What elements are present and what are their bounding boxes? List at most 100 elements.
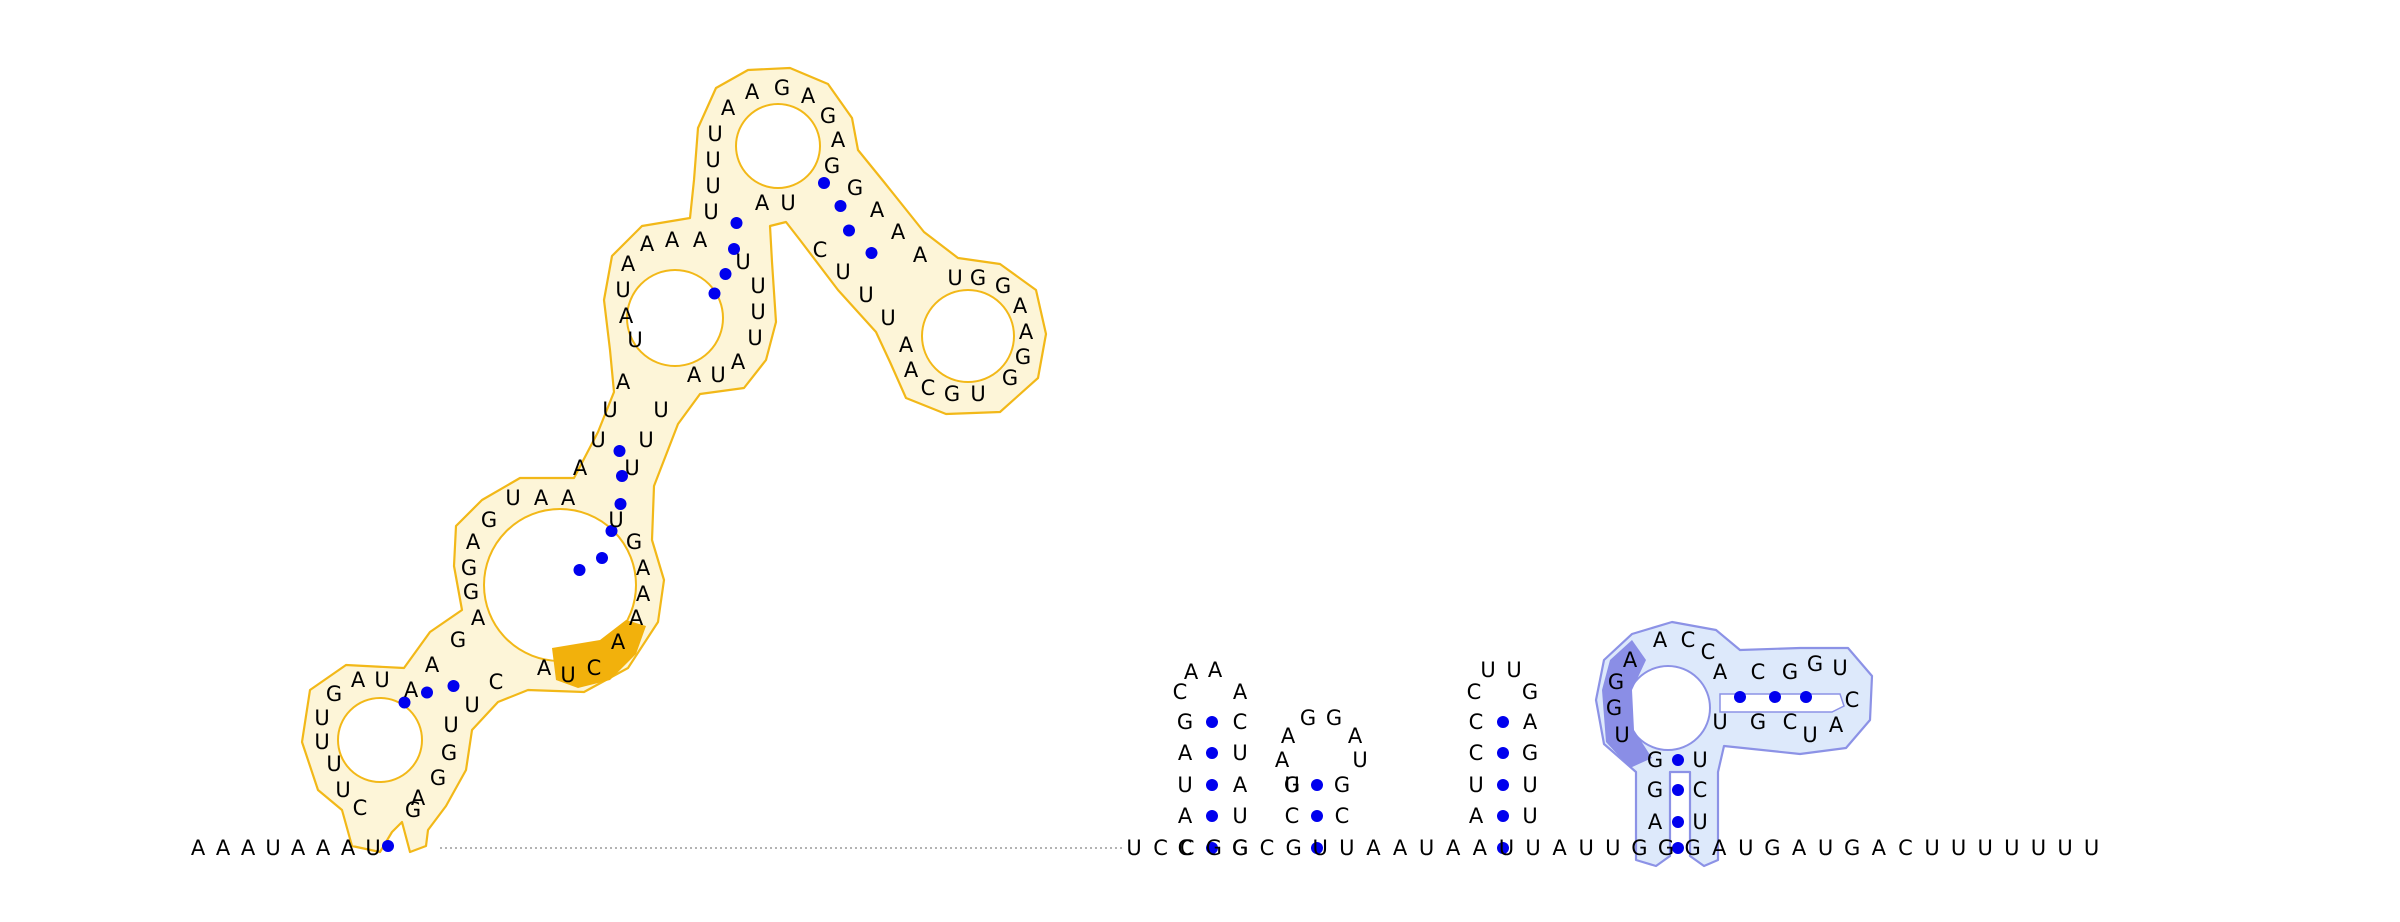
nucleotide: A <box>619 304 634 328</box>
nucleotide: A <box>425 653 440 677</box>
base-pair <box>818 177 830 189</box>
nucleotide: U <box>1712 710 1727 734</box>
nucleotide: A <box>537 656 552 680</box>
nucleotide: U <box>705 148 720 172</box>
nucleotide: A <box>1208 658 1223 682</box>
nucleotide: G <box>1750 710 1766 734</box>
nucleotide: G <box>1606 696 1622 720</box>
nucleotide: U <box>443 713 458 737</box>
nucleotide: C <box>1233 710 1248 734</box>
base-pair <box>834 200 847 212</box>
nucleotide: U <box>590 428 605 452</box>
nucleotide: A <box>216 836 231 860</box>
nucleotide: A <box>904 358 919 382</box>
nucleotide: U <box>335 778 350 802</box>
nucleotide: A <box>640 232 655 256</box>
nucleotide: U <box>1480 658 1495 682</box>
nucleotide: U <box>750 274 765 298</box>
nucleotide: G <box>1608 670 1624 694</box>
nucleotide: U <box>1525 836 1540 860</box>
nucleotide: A <box>1446 836 1461 860</box>
loop-hole-5 <box>921 289 1015 383</box>
base-pair <box>1497 779 1509 791</box>
nucleotide: G <box>1647 748 1663 772</box>
base-pair <box>421 686 433 699</box>
nucleotide: C <box>1469 710 1484 734</box>
base-pair <box>614 498 627 510</box>
nucleotide: A <box>913 243 928 267</box>
nucleotide: A <box>1348 724 1363 748</box>
base-pair <box>1206 779 1218 791</box>
blue-inner-hole <box>1719 693 1845 713</box>
nucleotide: G <box>1684 836 1700 860</box>
base-pair <box>573 564 586 576</box>
nucleotide: U <box>1232 741 1247 765</box>
nucleotide: C <box>1898 836 1913 860</box>
nucleotide: U <box>1284 773 1299 797</box>
nucleotide: C <box>1467 680 1482 704</box>
nucleotide: U <box>627 328 642 352</box>
base-pair <box>605 525 618 537</box>
nucleotide: A <box>316 836 331 860</box>
nucleotide: A <box>471 606 486 630</box>
base-pair <box>398 696 411 709</box>
nucleotide: A <box>1393 836 1408 860</box>
nucleotide: G <box>1015 345 1031 369</box>
nucleotide: C <box>1701 640 1716 664</box>
nucleotide: A <box>1281 724 1296 748</box>
nucleotide: A <box>721 96 736 120</box>
nucleotide: A <box>831 128 846 152</box>
base-pair <box>1206 716 1218 728</box>
nucleotide: G <box>1647 778 1663 802</box>
nucleotide: A <box>616 370 631 394</box>
nucleotide: U <box>1802 723 1817 747</box>
base-pairs-small <box>1206 691 1812 854</box>
nucleotide: G <box>1658 836 1674 860</box>
nucleotide: U <box>1232 804 1247 828</box>
nucleotide: A <box>1872 836 1887 860</box>
base-pair <box>1311 779 1323 791</box>
nucleotide: A <box>801 84 816 108</box>
nucleotide: G <box>1764 836 1780 860</box>
nucleotide: C <box>1751 660 1766 684</box>
nucleotide: C <box>489 670 504 694</box>
nucleotide: U <box>747 326 762 350</box>
loop-hole-1 <box>337 697 423 783</box>
nucleotide: U <box>947 266 962 290</box>
nucleotide: U <box>365 836 380 860</box>
nucleotide: C <box>1845 688 1860 712</box>
nucleotide: U <box>1522 773 1537 797</box>
nucleotide: G <box>326 682 342 706</box>
nucleotide: U <box>1352 748 1367 772</box>
nucleotide: U <box>1818 836 1833 860</box>
nucleotide: G <box>1285 836 1301 860</box>
nucleotide: C <box>813 238 828 262</box>
base-pair <box>1734 691 1746 703</box>
nucleotide: U <box>1951 836 1966 860</box>
base-pair <box>1672 784 1684 796</box>
highlight-yellow-strong <box>552 620 646 688</box>
nucleotide: A <box>693 228 708 252</box>
nucleotide: A <box>1623 648 1638 672</box>
nucleotide: A <box>636 556 651 580</box>
loop-hole-3 <box>626 269 724 367</box>
nucleotide: U <box>1738 836 1753 860</box>
base-pair <box>1769 691 1781 703</box>
nucleotide: A <box>636 582 651 606</box>
nucleotide: A <box>1184 660 1199 684</box>
nucleotide: G <box>1522 680 1538 704</box>
nucleotide: U <box>1177 773 1192 797</box>
nucleotide: U <box>1468 773 1483 797</box>
nucleotide: A <box>1275 748 1290 772</box>
nucleotide: U <box>1499 836 1514 860</box>
base-pair <box>1206 842 1218 854</box>
nucleotide: U <box>1126 836 1141 860</box>
base-pair <box>447 680 460 692</box>
nucleotide: G <box>824 154 840 178</box>
nucleotide: U <box>2057 836 2072 860</box>
nucleotide: U <box>858 283 873 307</box>
highlight-blue-strong <box>1602 640 1652 768</box>
